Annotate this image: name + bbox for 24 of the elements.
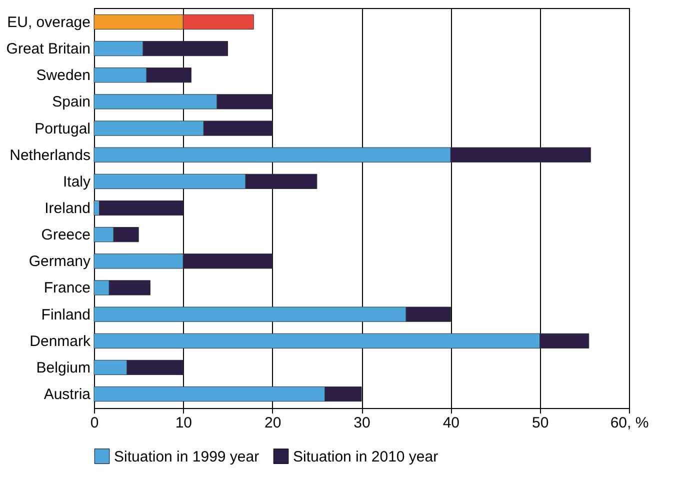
y-tick-label: Netherlands <box>10 146 90 164</box>
x-tick-label: 20 <box>264 414 282 432</box>
y-tick-label: Germany <box>28 253 91 270</box>
x-tick-label: 40 <box>442 414 460 432</box>
y-tick-label: Sweden <box>36 67 90 84</box>
x-tick-label: 0 <box>90 414 99 432</box>
y-tick-label: Ireland <box>44 200 90 217</box>
x-tick-label: 60, % <box>610 414 649 432</box>
y-tick-label: Portugal <box>34 120 90 138</box>
x-tick-label: 50 <box>532 414 549 432</box>
y-tick-label: France <box>44 280 90 297</box>
y-tick-label: Great Britain <box>6 40 90 58</box>
legend-label: Situation in 1999 year <box>114 448 260 466</box>
legend-label: Situation in 2010 year <box>293 448 438 466</box>
x-tick-label: 10 <box>175 414 192 432</box>
y-tick-label: Greece <box>41 226 90 244</box>
y-tick-label: EU, overage <box>7 14 90 31</box>
x-tick-label: 30 <box>354 414 370 432</box>
y-tick-label: Belgium <box>36 359 90 376</box>
y-tick-label: Italy <box>62 173 91 190</box>
y-tick-label: Spain <box>52 94 90 111</box>
y-tick-label: Finland <box>41 306 90 324</box>
y-tick-label: Austria <box>44 386 92 404</box>
y-tick-label: Denmark <box>30 332 91 350</box>
